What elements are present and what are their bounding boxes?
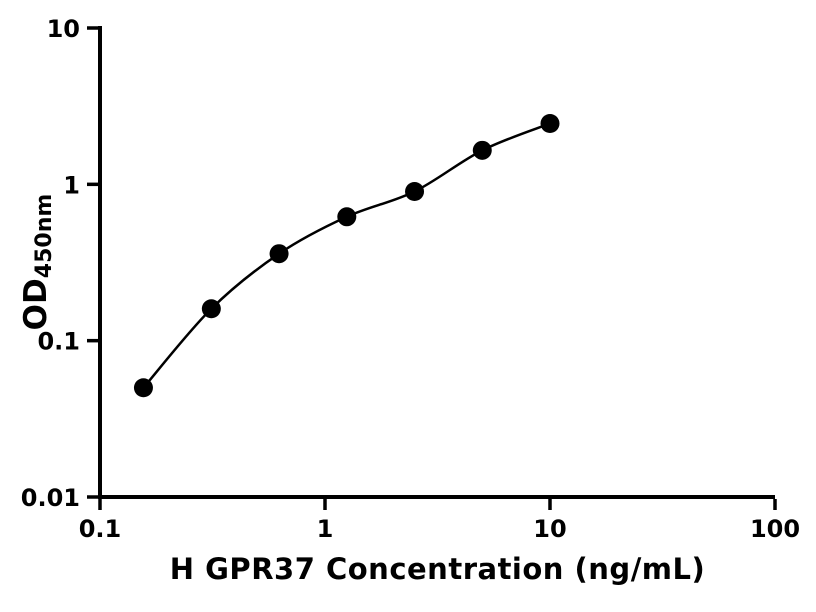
x-axis-tick-label: 1: [317, 515, 334, 543]
data-point: [269, 244, 289, 264]
x-axis-tick-label: 100: [750, 515, 800, 543]
y-axis-tick-label: 10: [47, 15, 80, 43]
axis-spines: [98, 26, 775, 499]
data-point: [337, 207, 357, 227]
fit-curve: [142, 122, 551, 389]
data-point: [405, 181, 425, 201]
data-point: [540, 113, 560, 133]
data-point: [133, 378, 153, 398]
y-axis-tick-label: 0.1: [37, 328, 80, 356]
data-point: [201, 299, 221, 319]
y-axis-title-subscript: 450nm: [32, 193, 57, 279]
y-axis-title: OD450nm: [16, 112, 57, 412]
y-axis-tick-label: 1: [63, 171, 80, 199]
x-axis-tick-label: 10: [533, 515, 566, 543]
data-point: [472, 140, 492, 160]
x-axis-tick-label: 0.1: [79, 515, 122, 543]
x-axis-title: H GPR37 Concentration (ng/mL): [169, 552, 706, 586]
y-axis-tick-label: 0.01: [21, 484, 80, 512]
y-axis-title-main: OD: [18, 278, 54, 331]
